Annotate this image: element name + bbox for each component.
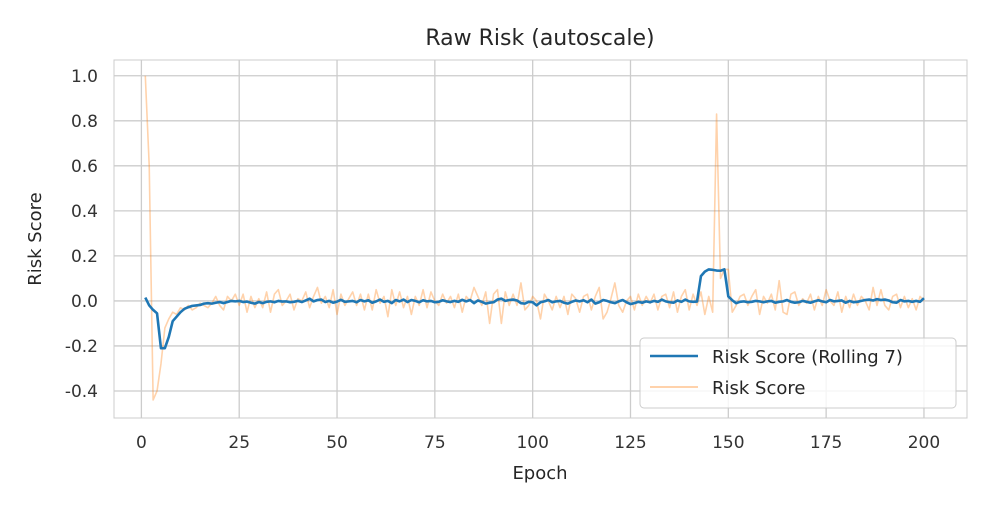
chart-title: Raw Risk (autoscale) <box>425 26 654 51</box>
x-tick-labels: 0 25 50 75 100 125 150 175 200 <box>136 433 940 453</box>
legend-label-raw: Risk Score <box>712 378 805 399</box>
y-tick-label: 0.8 <box>71 112 98 132</box>
legend-label-rolling: Risk Score (Rolling 7) <box>712 347 903 368</box>
x-tick-label: 100 <box>516 433 548 453</box>
legend: Risk Score (Rolling 7) Risk Score <box>639 337 957 409</box>
x-tick-label: 50 <box>326 433 348 453</box>
legend-box <box>639 337 957 409</box>
y-tick-label: 0.4 <box>71 202 98 222</box>
x-tick-label: 0 <box>136 433 147 453</box>
y-axis-title: Risk Score <box>25 192 46 285</box>
y-tick-labels: -0.4 -0.2 0.0 0.2 0.4 0.6 0.8 1.0 <box>65 67 98 402</box>
x-tick-label: 200 <box>908 433 940 453</box>
y-tick-label: 0.2 <box>71 247 98 267</box>
plot-frame <box>113 59 968 419</box>
x-axis-title: Epoch <box>512 463 567 484</box>
series-line-rolling <box>144 268 925 350</box>
y-tick-label: -0.4 <box>65 382 98 402</box>
x-tick-label: 125 <box>614 433 646 453</box>
series-line-raw <box>144 75 925 401</box>
x-tick-label: 150 <box>712 433 744 453</box>
y-tick-label: 1.0 <box>71 67 98 87</box>
x-tick-label: 25 <box>228 433 250 453</box>
y-tick-label: 0.6 <box>71 157 98 177</box>
y-tick-label: 0.0 <box>71 292 98 312</box>
y-tick-label: -0.2 <box>65 337 98 357</box>
series-layer <box>144 75 925 401</box>
x-tick-label: 175 <box>810 433 842 453</box>
x-tick-label: 75 <box>424 433 446 453</box>
